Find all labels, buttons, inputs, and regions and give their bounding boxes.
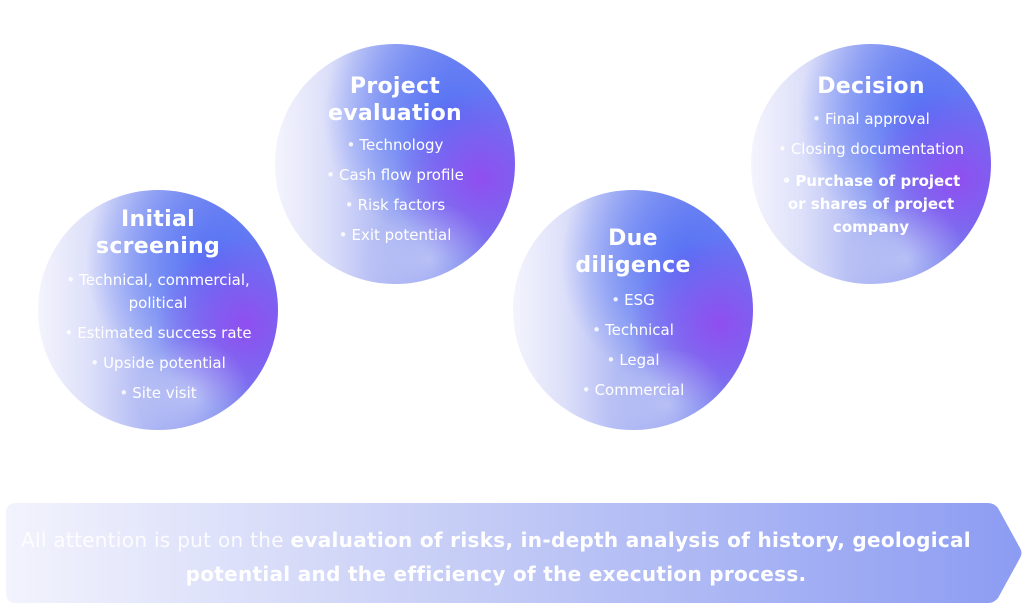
bullet-icon: • xyxy=(344,196,354,214)
stage-item: • Site visit xyxy=(119,384,197,402)
bullet-icon: • xyxy=(581,381,591,399)
stage-item: • Technical, commercial, political xyxy=(66,271,250,312)
bullet-icon: • xyxy=(777,140,787,158)
stage-title-line: screening xyxy=(95,234,221,259)
summary-banner: All attention is put on the evaluation o… xyxy=(6,503,1022,603)
stage-circle-decision: Decision • Final approval • Closing docume… xyxy=(751,44,991,284)
stage-item: • ESG xyxy=(611,291,655,309)
stage-item: • Technical xyxy=(592,321,674,339)
banner-strong-text: evaluation of risks, in-depth analysis o… xyxy=(185,528,971,586)
stage-item: • Estimated success rate xyxy=(64,324,252,342)
stage-item: • Risk factors xyxy=(344,196,446,214)
stage-item: • Upside potential xyxy=(90,354,226,372)
stage-title-line: diligence xyxy=(575,253,691,278)
stage-circle-due-diligence: Due diligence • ESG • Technical • Legal • Co… xyxy=(513,190,753,430)
stage-title-line: Decision xyxy=(817,74,925,99)
stage-item-list: • ESG • Technical • Legal • Commercial xyxy=(513,291,753,400)
stage-title: Due diligence xyxy=(513,225,753,279)
bullet-icon: • xyxy=(781,172,792,190)
bullet-icon: • xyxy=(119,384,129,402)
stage-title-line: evaluation xyxy=(328,101,462,126)
stage-item: • Exit potential xyxy=(338,226,452,244)
banner-arrow-shape xyxy=(6,503,1022,603)
bullet-icon: • xyxy=(326,166,336,184)
stage-item-list: • Technical, commercial, political • Estim… xyxy=(38,269,278,403)
stage-item: • Legal xyxy=(606,351,660,369)
stage-title-line: Due xyxy=(608,226,658,251)
stage-item: • Purchase of project or shares of projec… xyxy=(781,172,961,236)
stage-item-list: • Final approval • Closing documentation •… xyxy=(751,110,991,239)
stage-title-line: Initial xyxy=(121,207,195,232)
bullet-icon: • xyxy=(66,271,76,289)
stage-item: • Commercial xyxy=(581,381,685,399)
bullet-icon: • xyxy=(606,351,616,369)
stage-item: • Final approval xyxy=(812,110,930,128)
bullet-icon: • xyxy=(338,226,348,244)
bullet-icon: • xyxy=(90,354,100,372)
stage-title: Initial screening xyxy=(38,206,278,260)
stage-item: • Closing documentation xyxy=(777,140,965,158)
banner-text: All attention is put on the evaluation o… xyxy=(6,523,986,591)
stage-circle-initial-screening: Initial screening • Technical, commercial… xyxy=(38,190,278,430)
stage-title-line: Project xyxy=(349,74,441,99)
bullet-icon: • xyxy=(64,324,74,342)
stage-title: Project evaluation xyxy=(275,73,515,127)
stage-item: • Cash flow profile xyxy=(326,166,464,184)
stage-title: Decision xyxy=(751,73,991,100)
bullet-icon: • xyxy=(611,291,621,309)
bullet-icon: • xyxy=(592,321,601,339)
stage-item-list: • Technology • Cash flow profile • Risk fac… xyxy=(275,136,515,245)
banner-light-text: All attention is put on the xyxy=(21,528,291,552)
stage-circle-project-evaluation: Project evaluation • Technology • Cash flo… xyxy=(275,44,515,284)
bullet-icon: • xyxy=(812,110,822,128)
stage-item: • Technology xyxy=(346,136,444,154)
bullet-icon: • xyxy=(346,136,356,154)
